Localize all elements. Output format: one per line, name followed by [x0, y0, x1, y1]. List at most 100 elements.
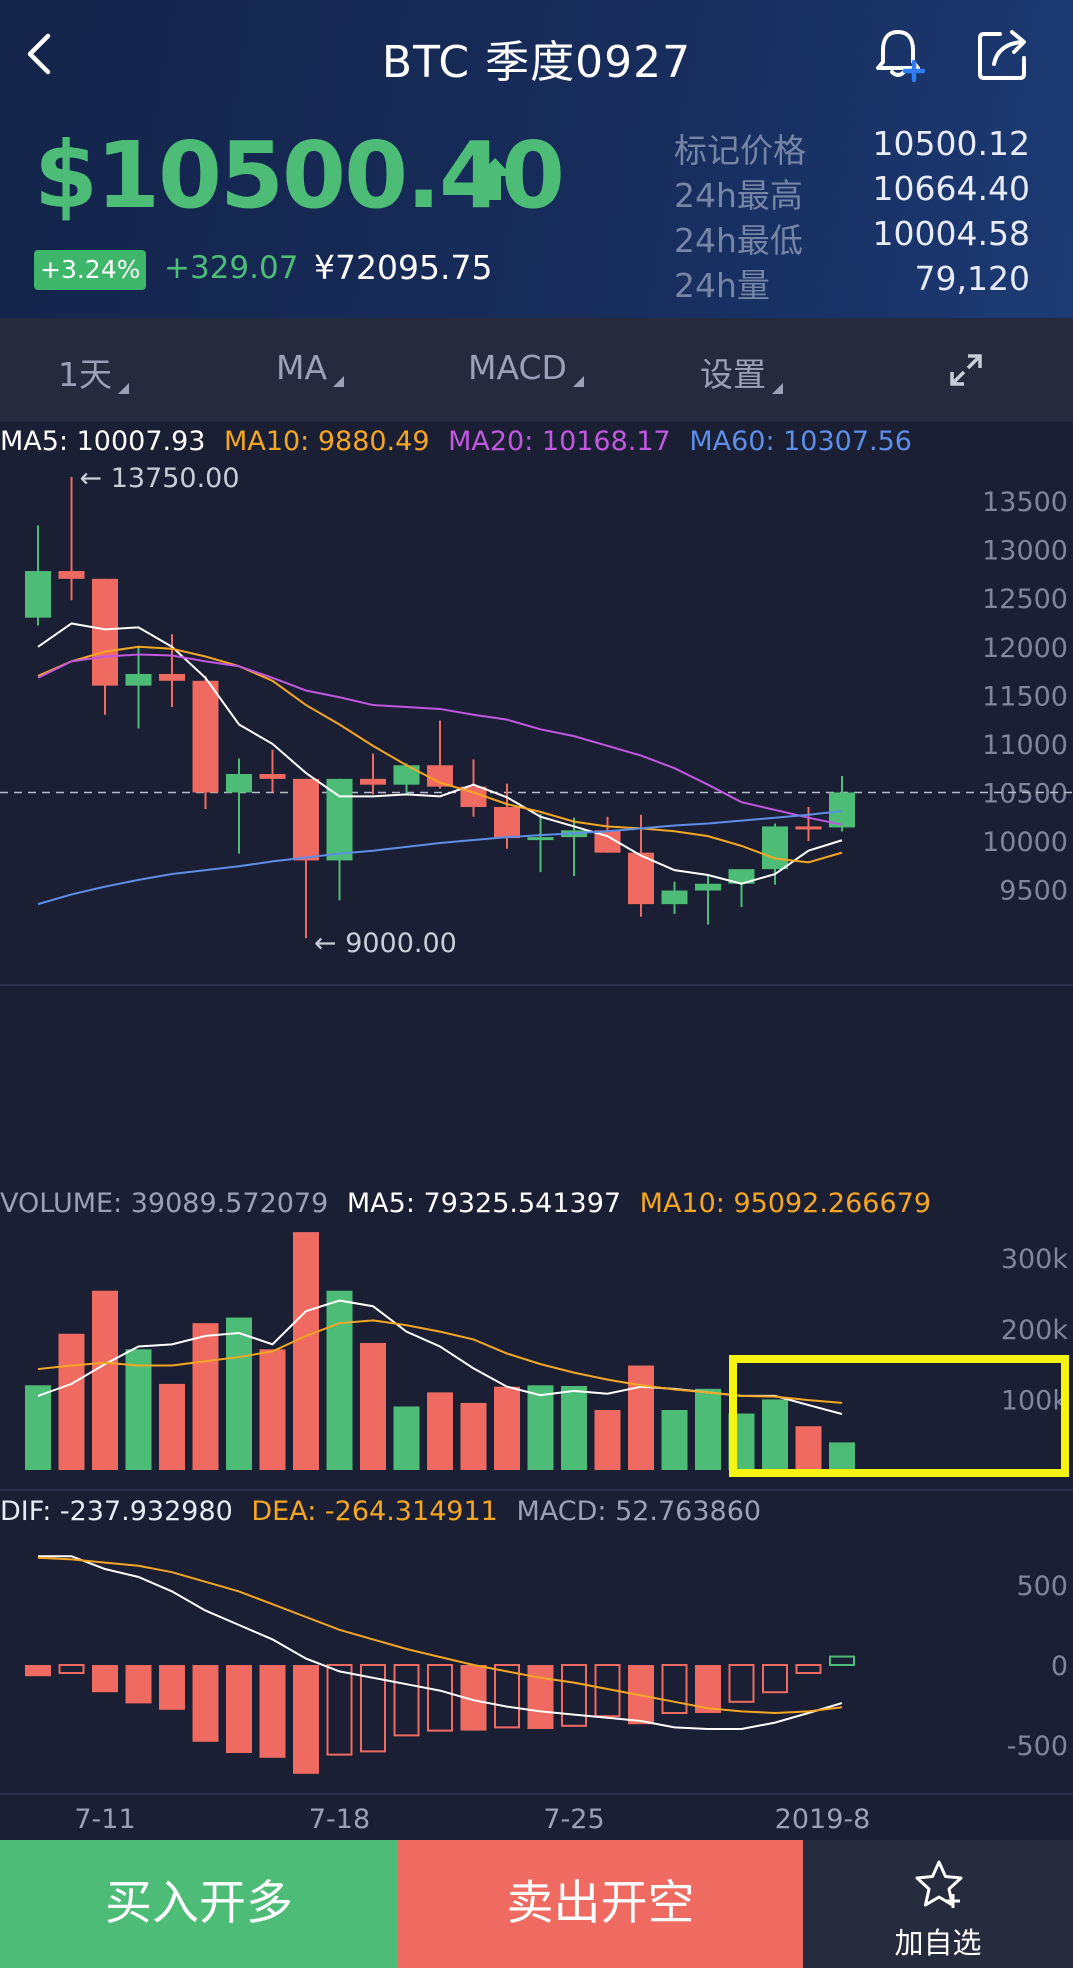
candle-body — [427, 765, 453, 787]
macd-bar — [360, 1664, 386, 1753]
low-24h-value: 10004.58 — [872, 214, 1030, 253]
volume-bar — [25, 1385, 51, 1470]
ma10-legend: MA10: 9880.49 — [224, 426, 430, 457]
macd-bar — [762, 1664, 788, 1694]
candle-body — [695, 883, 721, 891]
dropdown-triangle-icon — [118, 383, 129, 394]
candle-body — [360, 778, 386, 785]
arrow-up-icon — [478, 158, 512, 200]
candle-body — [259, 774, 286, 779]
candle-body — [527, 837, 554, 841]
volume-bar — [125, 1349, 152, 1470]
macd-bar — [159, 1665, 185, 1710]
volume-ma-line-ma10 — [37, 1319, 843, 1404]
volume-bar — [829, 1442, 855, 1470]
candle-body — [326, 778, 353, 861]
macd-bar — [192, 1665, 219, 1742]
back-button[interactable] — [18, 26, 66, 82]
volume-bar — [460, 1402, 487, 1470]
price-axis-tick: 13000 — [982, 536, 1068, 567]
header: BTC 季度0927 $10500.40 +3.24% +329.07 ¥720… — [0, 0, 1073, 318]
macd-bar — [326, 1664, 353, 1756]
volume-bar — [293, 1232, 319, 1470]
kline-chart[interactable]: 13500 13000 12500 12000 11500 11000 10500 10000… — [0, 422, 1073, 1838]
price-axis-tick: 11500 — [982, 681, 1068, 712]
share-button[interactable] — [972, 24, 1032, 84]
macd-bar — [661, 1664, 688, 1714]
add-favorite-button[interactable]: 加自选 — [803, 1840, 1073, 1968]
macd-bar — [226, 1665, 252, 1753]
volume-bar — [494, 1386, 520, 1470]
mark-price-label: 标记价格 — [674, 131, 806, 170]
change-amount: +329.07 — [164, 250, 299, 286]
macd-bar — [695, 1665, 721, 1713]
macd-value-legend: MACD: 52.763860 — [516, 1496, 762, 1527]
candle-body — [192, 680, 219, 793]
macd-bar — [293, 1665, 319, 1774]
volume-bar — [628, 1365, 654, 1470]
volume-bar — [58, 1333, 85, 1470]
dropdown-triangle-icon — [572, 376, 584, 387]
kline-chart-canvas: 13500 13000 12500 12000 11500 11000 10500 10000… — [0, 463, 1073, 1835]
macd-axis-tick: 500 — [1016, 1571, 1068, 1602]
period-selector[interactable]: 1天 — [58, 348, 129, 396]
volume-bar — [259, 1349, 286, 1470]
price-axis-tick: 10500 — [982, 778, 1068, 809]
high-24h-value: 10664.40 — [872, 169, 1030, 208]
macd-selector[interactable]: MACD — [468, 348, 584, 387]
candle-body — [829, 792, 855, 828]
fullscreen-button[interactable] — [948, 352, 984, 388]
dea-line — [37, 1556, 843, 1715]
volume-axis-tick: 200k — [1001, 1315, 1069, 1346]
price-axis-tick: 11000 — [982, 730, 1068, 761]
candle-body — [594, 830, 621, 853]
dif-line — [38, 1555, 843, 1730]
volume-bar — [527, 1385, 554, 1470]
volume-bar — [326, 1290, 353, 1470]
candle-body — [393, 765, 420, 785]
volume-bar — [92, 1290, 118, 1470]
expand-icon — [950, 354, 982, 386]
settings-selector[interactable]: 设置 — [700, 348, 783, 396]
volume-24h-value: 79,120 — [914, 259, 1030, 298]
add-favorite-label: 加自选 — [894, 1926, 982, 1960]
ma-selector[interactable]: MA — [276, 348, 345, 387]
dropdown-triangle-icon — [772, 383, 783, 394]
macd-bar — [427, 1664, 453, 1732]
volume-bar — [661, 1410, 688, 1470]
sell-short-button[interactable]: 卖出开空 — [398, 1840, 803, 1968]
volume-bar — [561, 1386, 587, 1470]
candle-body — [494, 807, 520, 839]
macd-bar — [494, 1664, 520, 1729]
candle-body — [293, 778, 319, 861]
volume-bar — [695, 1388, 721, 1470]
volume-legend: VOLUME: 39089.572079 MA5: 79325.541397 M… — [0, 1188, 931, 1219]
dropdown-triangle-icon — [333, 376, 345, 387]
bell-add-icon — [876, 30, 926, 83]
page-title: BTC 季度0927 — [381, 37, 692, 88]
last-price: $10500.40 — [34, 122, 565, 229]
macd-bar — [393, 1664, 420, 1737]
low-24h-label: 24h最低 — [674, 221, 803, 260]
share-icon — [978, 30, 1026, 80]
volume-bar — [427, 1392, 453, 1470]
candle-body — [661, 890, 688, 905]
volume-bar — [762, 1399, 788, 1470]
macd-bar — [25, 1665, 51, 1677]
macd-bar — [92, 1665, 118, 1693]
price-alert-button[interactable] — [868, 22, 928, 84]
macd-axis-tick: -500 — [1007, 1731, 1068, 1762]
max-price-label: ← 13750.00 — [80, 463, 240, 494]
price-axis-tick: 13500 — [982, 487, 1068, 518]
x-axis-tick: 2019-8 — [775, 1804, 871, 1835]
candle-body — [58, 571, 85, 579]
macd-bar — [728, 1664, 755, 1703]
buy-long-button[interactable]: 买入开多 — [0, 1840, 398, 1968]
x-axis-tick: 7-11 — [74, 1804, 135, 1835]
mark-price-value: 10500.12 — [872, 124, 1030, 163]
macd-bar — [527, 1665, 554, 1729]
ma-line-ma10 — [37, 645, 843, 864]
candle-body — [226, 774, 252, 793]
cny-price: ¥72095.75 — [314, 248, 493, 287]
highlight-box — [729, 1355, 1069, 1477]
